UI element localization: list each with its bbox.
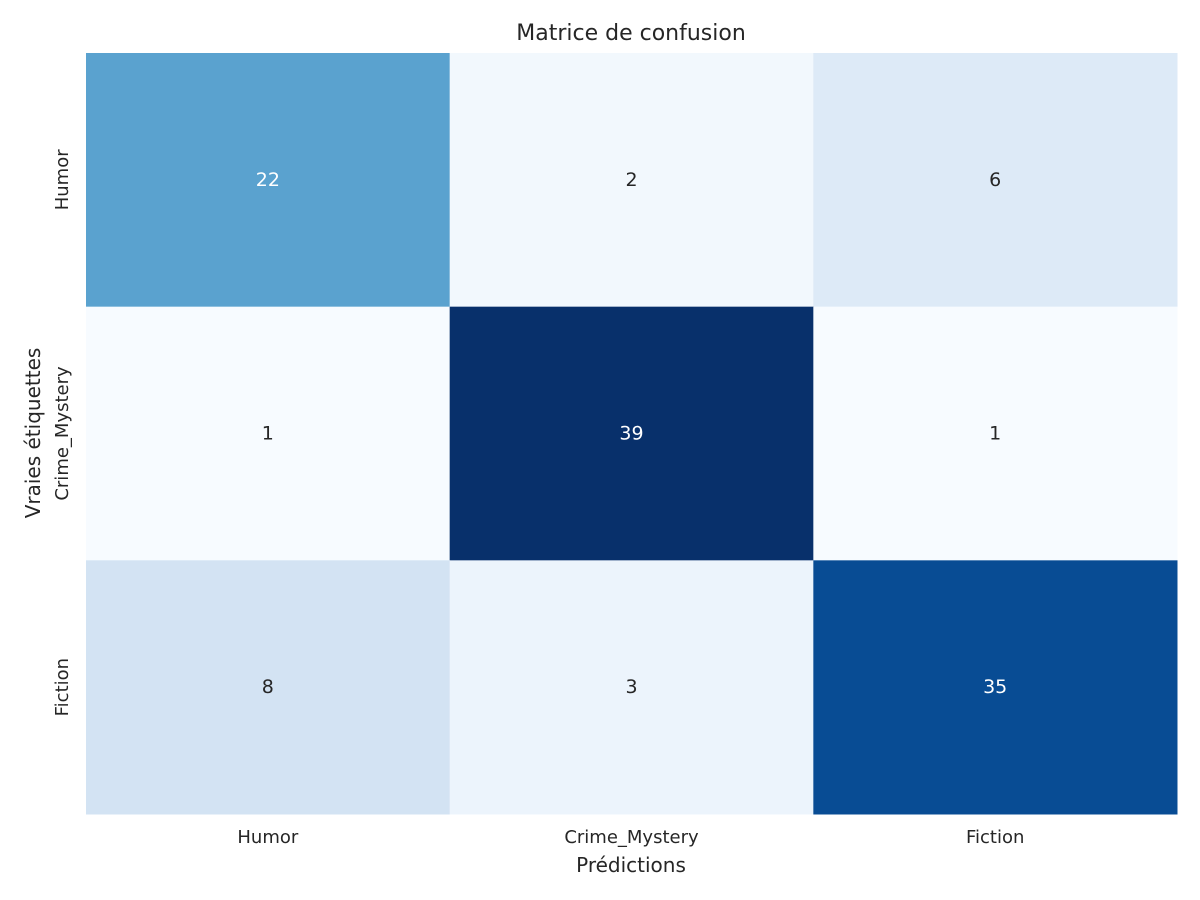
cell-value-2-1: 3	[625, 676, 637, 698]
y-tick-label-1: Crime_Mystery	[52, 366, 73, 501]
cell-value-0-2: 6	[989, 169, 1001, 191]
x-axis-label: Prédictions	[576, 853, 686, 877]
y-axis-label: Vraies étiquettes	[21, 348, 45, 519]
cell-value-labels: 22 2 61 39 18 3 35	[256, 169, 1008, 698]
cell-value-0-0: 22	[256, 169, 280, 191]
heatmap-cell-0-0	[86, 53, 451, 308]
y-tick-label-2: Fiction	[52, 658, 73, 716]
cell-value-0-1: 2	[625, 169, 637, 191]
heatmap-cell-0-2	[813, 53, 1178, 308]
heatmap-cell-2-2	[813, 560, 1178, 815]
x-tick-labels: Humor Crime_Mystery Fiction	[237, 827, 1024, 848]
x-tick-label-1: Crime_Mystery	[564, 827, 699, 848]
heatmap-cell-1-0	[86, 306, 451, 561]
cell-value-2-0: 8	[262, 676, 274, 698]
heatmap-cell-2-0	[86, 560, 451, 815]
heatmap-cell-0-1	[449, 53, 814, 308]
heatmap-cell-2-1	[449, 560, 814, 815]
cell-value-1-0: 1	[262, 423, 274, 445]
cell-value-1-2: 1	[989, 423, 1001, 445]
x-tick-label-0: Humor	[237, 827, 298, 848]
cell-value-1-1: 39	[619, 423, 643, 445]
x-tick-label-2: Fiction	[966, 827, 1024, 848]
heatmap-cell-1-2	[813, 306, 1178, 561]
y-tick-labels: Humor Crime_Mystery Fiction	[52, 149, 73, 717]
chart-title: Matrice de confusion	[516, 21, 746, 46]
heatmap-cell-1-1	[449, 306, 814, 561]
cell-value-2-2: 35	[983, 676, 1007, 698]
heatmap-cells	[86, 53, 1178, 815]
y-tick-label-0: Humor	[52, 149, 73, 210]
